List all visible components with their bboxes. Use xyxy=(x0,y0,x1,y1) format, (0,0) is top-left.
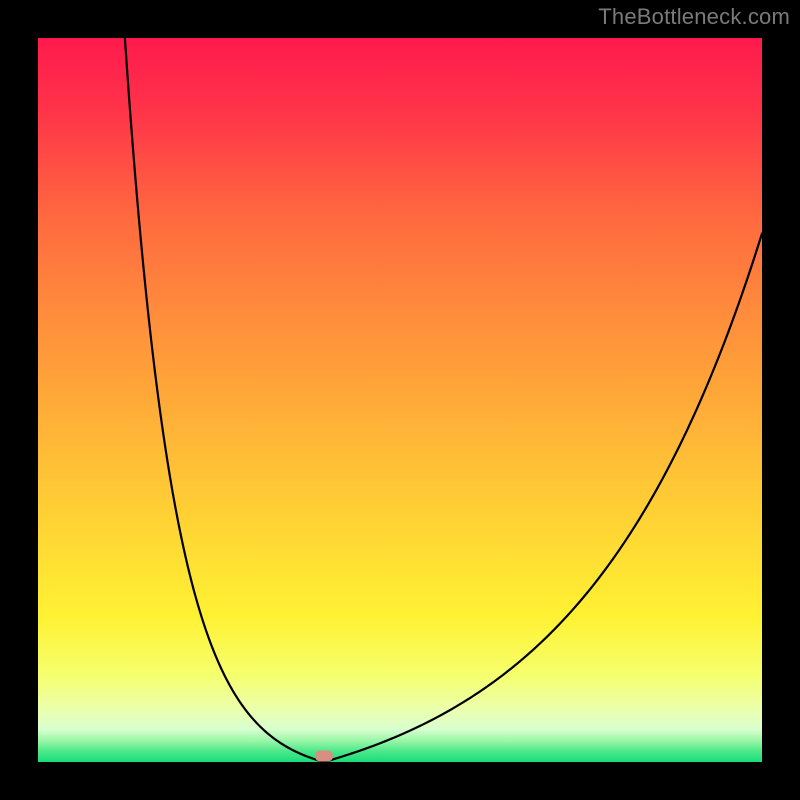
chart-container: TheBottleneck.com xyxy=(0,0,800,800)
min-marker xyxy=(315,751,333,762)
watermark-text: TheBottleneck.com xyxy=(598,4,790,30)
bottleneck-chart xyxy=(0,0,800,800)
